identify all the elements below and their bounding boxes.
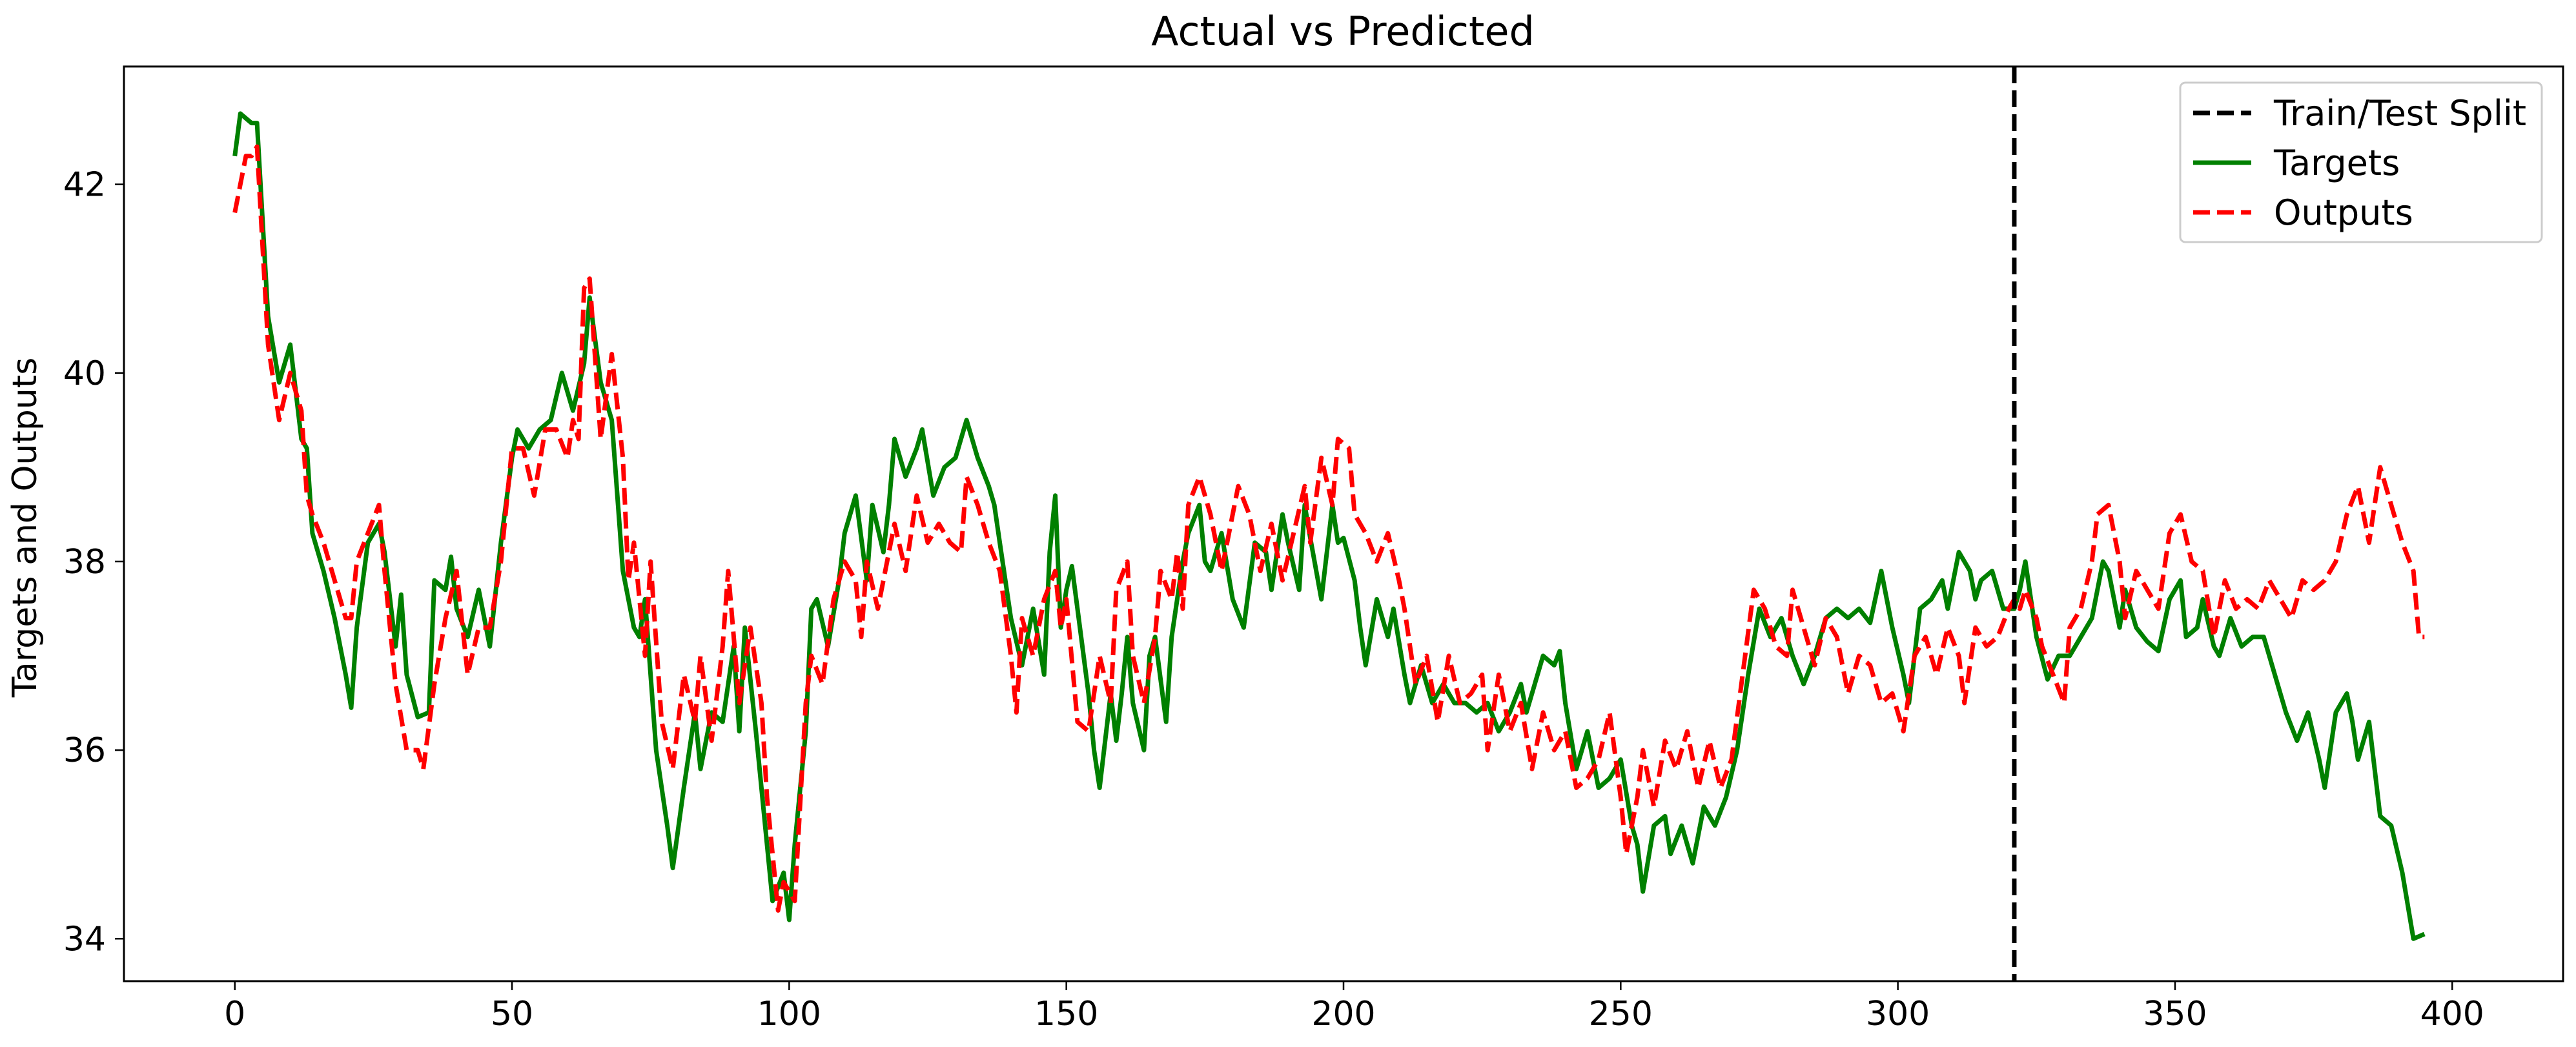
- x-tick-label: 350: [2143, 995, 2207, 1033]
- legend-entry-targets-label: Targets: [2273, 143, 2400, 183]
- legend: Train/Test Split Targets Outputs: [2179, 81, 2543, 243]
- x-tick-label: 0: [224, 995, 245, 1033]
- x-tick-label: 50: [491, 995, 533, 1033]
- series-line-outputs: [232, 144, 2425, 913]
- y-axis-label: Targets and Outputs: [6, 358, 45, 698]
- y-tick-label: 40: [63, 354, 106, 393]
- legend-box: [2179, 81, 2543, 243]
- plot-area: 0 50 100 150 200 250 300 350 400 34 36 38 40 42: [63, 65, 2564, 1033]
- x-tick-label: 150: [1034, 995, 1098, 1033]
- y-tick-label: 38: [63, 543, 106, 582]
- y-tick-label: 42: [63, 166, 106, 205]
- x-tick-label: 200: [1311, 995, 1375, 1033]
- legend-entry-split-label: Train/Test Split: [2273, 93, 2526, 134]
- chart-title: Actual vs Predicted: [1151, 8, 1535, 55]
- legend-entry-outputs-label: Outputs: [2274, 192, 2413, 233]
- series-group: [232, 66, 2426, 981]
- x-tick-label: 400: [2420, 995, 2484, 1033]
- plot-frame: [123, 65, 2564, 982]
- y-tick-label: 34: [63, 920, 106, 959]
- x-tick-label: 100: [757, 995, 821, 1033]
- x-tick-label: 300: [1866, 995, 1930, 1033]
- x-tick-label: 250: [1589, 995, 1653, 1033]
- y-tick-label: 36: [63, 731, 106, 770]
